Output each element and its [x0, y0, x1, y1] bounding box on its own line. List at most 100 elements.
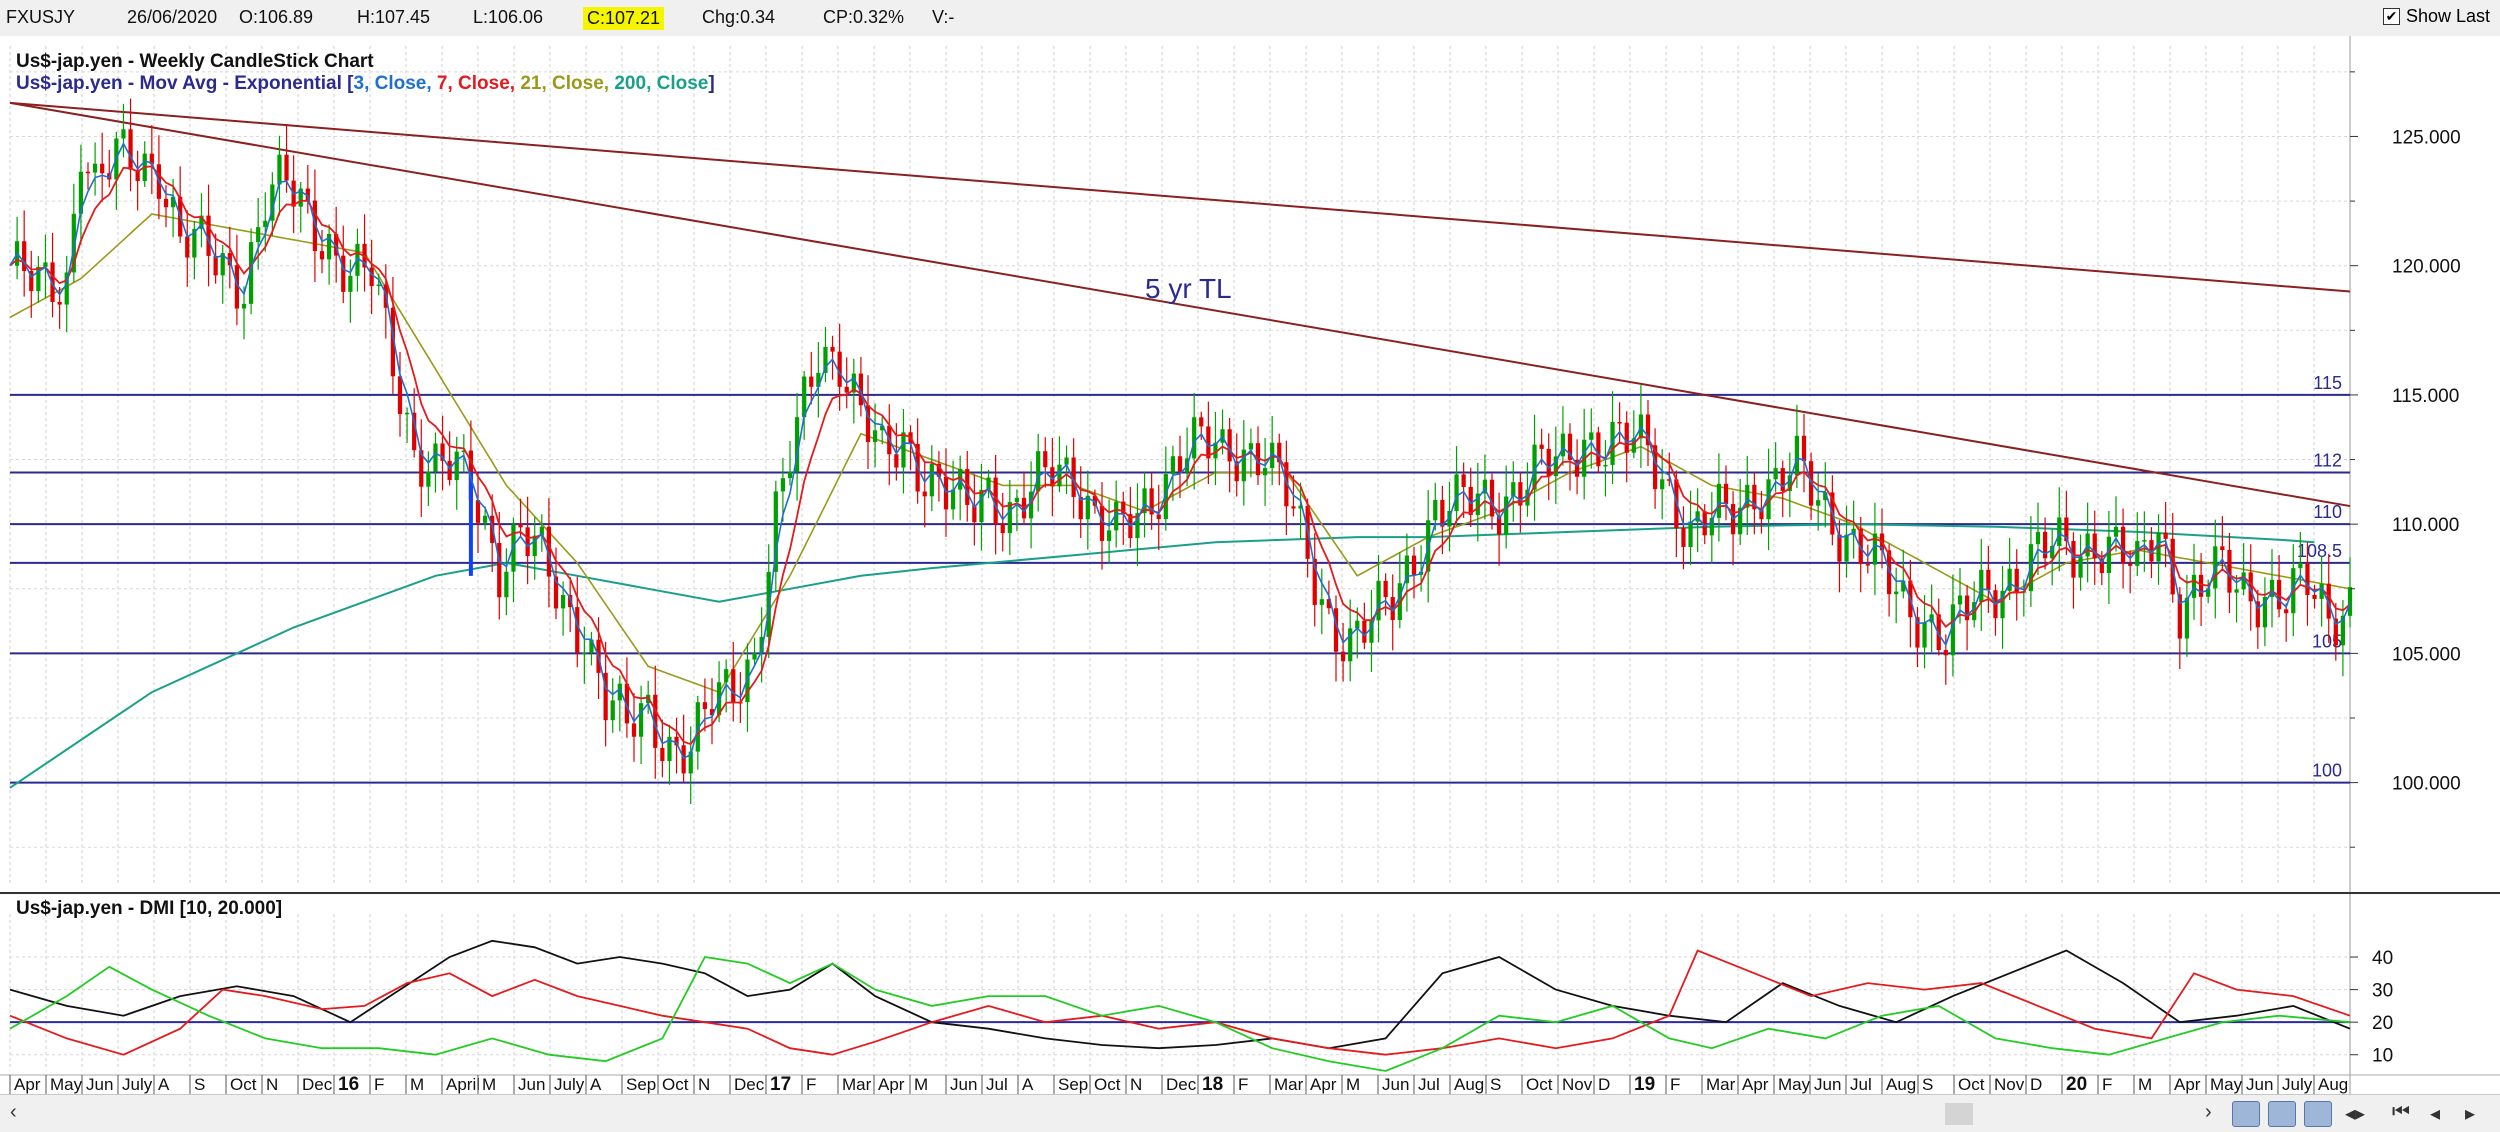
ema-path: [9, 141, 2351, 760]
candle-body: [525, 527, 530, 556]
x-tick-label: Jun: [2246, 1075, 2273, 1094]
ema3-line: [9, 141, 2351, 760]
candle-body: [2291, 568, 2296, 614]
candle-body: [894, 454, 899, 468]
candle-body: [787, 471, 793, 479]
x-tick-label: N: [266, 1075, 278, 1094]
candle-body: [1099, 505, 1105, 541]
candle-body: [149, 153, 154, 165]
candle-body: [1177, 456, 1183, 473]
candle-body: [2177, 594, 2182, 639]
candle-body: [1652, 445, 1658, 490]
candle-body: [1340, 651, 1346, 662]
candle-body: [1397, 583, 1402, 620]
candle-body: [2269, 579, 2275, 597]
price-tick-label: 115.000: [2392, 386, 2459, 407]
candle-body: [943, 476, 949, 510]
candle-body: [1631, 438, 1636, 453]
candle-body: [305, 188, 310, 201]
change-label: Chg:0.34: [702, 7, 776, 27]
candle-body: [1752, 484, 1757, 510]
candle-body: [326, 233, 332, 260]
pan-both-icon[interactable]: ◂▸: [2345, 1103, 2366, 1125]
candle-body: [872, 430, 878, 442]
show-last-checkbox[interactable]: ✔: [2382, 8, 2400, 25]
candle-body: [440, 443, 445, 461]
scroll-left-icon[interactable]: ‹: [10, 1101, 17, 1123]
candle-body: [2347, 587, 2353, 616]
candle-body: [2128, 563, 2133, 566]
candle-body: [369, 267, 374, 287]
first-page-icon[interactable]: ⏮: [2392, 1101, 2410, 1123]
candle-body: [390, 307, 396, 377]
candle-body: [752, 652, 757, 660]
chart-scrollbar[interactable]: ‹ › ◂▸ ⏮ ◂ ▸: [0, 1094, 2500, 1132]
level-label: 112: [2313, 450, 2342, 470]
scroll-thumb[interactable]: [1945, 1103, 1973, 1125]
candle-body: [2099, 558, 2104, 573]
x-tick-label: Aug: [1454, 1075, 1484, 1094]
x-tick-label: Sep: [1058, 1075, 1088, 1094]
candle-body: [1688, 521, 1693, 547]
candle-body: [2248, 572, 2253, 602]
low-label: L:106.06: [473, 7, 544, 27]
close-label: C:107.21: [583, 7, 665, 30]
candle-body: [2305, 562, 2310, 596]
ema-path: [9, 165, 2351, 746]
open-label: O:106.89: [239, 7, 314, 27]
candle-body: [2276, 579, 2282, 610]
candle-body: [1745, 484, 1750, 508]
candle-body: [2057, 517, 2062, 546]
x-tick-label: Aug: [1886, 1075, 1916, 1094]
x-tick-label: Oct: [1094, 1075, 1121, 1094]
candle-body: [1149, 488, 1154, 515]
zoom-in-icon[interactable]: [2232, 1101, 2260, 1127]
candle-body: [809, 376, 814, 387]
candle-body: [1277, 442, 1282, 463]
candle-body: [2142, 540, 2147, 542]
candle-body: [256, 227, 261, 243]
next-page-icon[interactable]: ▸: [2465, 1103, 2476, 1125]
candle-body: [560, 594, 566, 609]
candle-body: [2340, 615, 2346, 646]
high-label: H:107.45: [357, 7, 431, 27]
ma-param: 7: [437, 73, 448, 94]
candle-body: [22, 241, 27, 272]
candle-body: [1617, 421, 1622, 424]
dmi-panel: 10 20 30 40: [9, 939, 2393, 1072]
prev-page-icon[interactable]: ◂: [2430, 1103, 2441, 1125]
candle-body: [858, 373, 864, 406]
x-tick-label: Jun: [518, 1075, 545, 1094]
candle-body: [1560, 433, 1566, 457]
level-label: 108.5: [2297, 541, 2342, 561]
zoom-out-icon[interactable]: [2268, 1101, 2296, 1127]
show-last-toggle[interactable]: ✔ Show Last: [2382, 6, 2490, 27]
fit-icon[interactable]: [2304, 1101, 2332, 1127]
candle-body: [1489, 479, 1495, 517]
x-tick-label: Apr: [14, 1075, 41, 1094]
scroll-right-icon[interactable]: ›: [2205, 1101, 2212, 1123]
candle-body: [348, 275, 353, 292]
candle-body: [922, 491, 927, 497]
candle-body: [965, 469, 970, 505]
candle-body: [1227, 429, 1232, 462]
candle-body: [1028, 491, 1034, 519]
quote-header: FXUSJY 26/06/2020 O:106.89 H:107.45 L:10…: [0, 0, 2500, 37]
candle-body: [312, 200, 318, 252]
candle-body: [475, 500, 481, 523]
candle-body: [2035, 531, 2041, 545]
ema7-line: [9, 165, 2351, 746]
candle-body: [2241, 572, 2246, 590]
dmi-tick-label: 20: [2372, 1013, 2393, 1034]
candle-body: [2312, 595, 2317, 599]
candle-body: [170, 196, 176, 208]
candle-body: [582, 652, 587, 655]
candle-body: [816, 372, 821, 387]
x-tick-label: N: [1130, 1075, 1142, 1094]
candle-body: [2234, 589, 2239, 593]
candle-body: [100, 163, 105, 174]
dmi-series: [9, 939, 2351, 1050]
volume-label: V:-: [932, 7, 955, 27]
